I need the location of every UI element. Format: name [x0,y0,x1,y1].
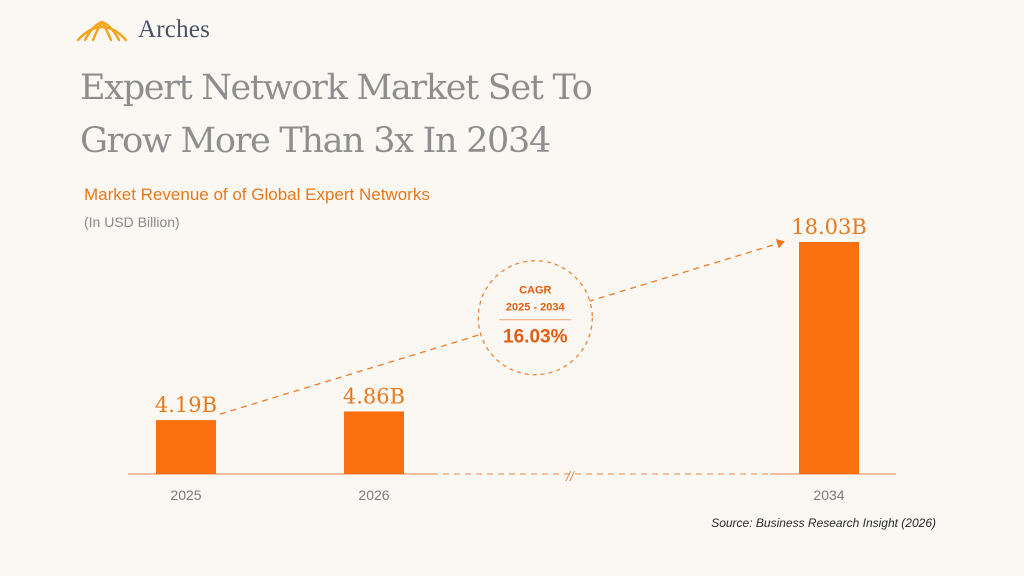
data-label-2034: 18.03B [791,215,867,239]
page-headline: Expert Network Market Set To Grow More T… [80,62,720,168]
data-label-2026: 4.86B [343,384,405,408]
bar-2025 [156,420,216,474]
brand-name: Arches [138,16,211,43]
x-tick-label-2034: 2034 [813,487,844,503]
arches-logo-icon [76,20,128,42]
cagr-annotation-circle [477,260,593,376]
headline-line-1: Expert Network Market Set To [80,68,593,108]
source-note: Source: Business Research Insight (2026) [711,516,936,530]
chart-subtitle: (In USD Billion) [84,214,180,230]
cagr-period: 2025 - 2034 [506,302,566,314]
x-tick-label-2025: 2025 [170,487,201,503]
bar-2026 [344,411,404,474]
chart-title: Market Revenue of of Global Expert Netwo… [84,185,430,204]
cagr-label: CAGR [519,285,551,297]
x-tick-label-2026: 2026 [358,487,389,503]
data-label-2025: 4.19B [155,393,217,417]
brand-logo: Arches [76,16,210,44]
cagr-value: 16.03% [503,327,568,348]
headline-line-2: Grow More Than 3x In 2034 [80,121,551,161]
bar-2034 [799,242,859,474]
axis-break-symbol: // [565,468,576,484]
